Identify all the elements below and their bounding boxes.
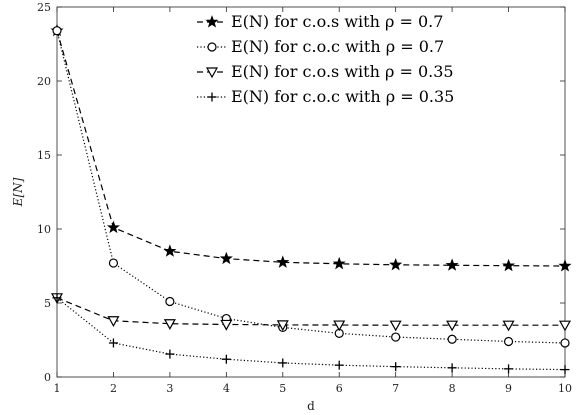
data-point [165, 296, 175, 307]
data-point [446, 320, 459, 332]
legend-label: E(N) for c.o.c with ρ = 0.35 [231, 87, 454, 106]
data-point [502, 258, 516, 272]
y-tick-label: 15 [37, 149, 51, 162]
legend: E(N) for c.o.s with ρ = 0.7 E(N) for c.o.… [197, 12, 454, 106]
data-point [558, 259, 572, 272]
data-point [276, 320, 289, 332]
x-tick-label: 10 [558, 382, 572, 395]
series-1 [50, 23, 572, 272]
data-point [389, 257, 403, 271]
x-tick-label: 6 [336, 382, 343, 395]
y-tick-label: 5 [44, 297, 51, 310]
data-point [560, 338, 570, 348]
data-point [163, 244, 177, 257]
data-point [219, 251, 233, 265]
legend-marker [205, 67, 219, 79]
data-point [220, 319, 233, 331]
data-point [447, 363, 457, 373]
legend-marker [207, 42, 217, 52]
series-line [56, 297, 565, 326]
x-axis-label: d [307, 399, 315, 413]
data-point [52, 26, 62, 36]
x-tick-label: 5 [279, 382, 286, 395]
y-axis: 0 5 10 15 20 25 [37, 1, 565, 384]
legend-entry-1: E(N) for c.o.s with ρ = 0.7 [197, 12, 443, 31]
data-point [165, 349, 175, 359]
data-point [503, 336, 514, 347]
y-axis-label: E[N] [11, 177, 25, 207]
data-point [560, 365, 570, 375]
series-line [56, 30, 566, 267]
y-tick-label: 25 [37, 1, 51, 14]
legend-entry-3: E(N) for c.o.s with ρ = 0.35 [197, 62, 454, 81]
data-point [107, 316, 120, 327]
series-4 [52, 293, 570, 375]
x-tick-label: 2 [110, 382, 117, 395]
data-point [163, 319, 176, 330]
series-3 [50, 293, 572, 332]
x-tick-label: 9 [505, 382, 512, 395]
data-point [108, 338, 118, 348]
data-point [278, 358, 288, 368]
series-layer [50, 23, 572, 375]
x-tick-label: 4 [223, 382, 230, 395]
data-point [391, 362, 401, 372]
legend-label: E(N) for c.o.s with ρ = 0.35 [231, 62, 454, 81]
legend-entry-4: E(N) for c.o.c with ρ = 0.35 [197, 87, 454, 106]
x-tick-label: 3 [166, 382, 173, 395]
series-line [56, 297, 566, 371]
plot-border [56, 6, 566, 378]
y-tick-label: 0 [44, 371, 51, 384]
legend-label: E(N) for c.o.c with ρ = 0.7 [231, 37, 444, 56]
data-point [504, 364, 514, 374]
legend-marker [205, 15, 219, 28]
legend-marker [207, 92, 217, 102]
data-point [389, 320, 402, 332]
data-point [221, 354, 231, 364]
legend-label: E(N) for c.o.s with ρ = 0.7 [231, 12, 443, 31]
data-point [276, 255, 290, 268]
x-axis: 1 2 3 4 5 6 7 8 9 10 [54, 7, 572, 395]
legend-entry-2: E(N) for c.o.c with ρ = 0.7 [197, 37, 444, 56]
data-point [52, 293, 62, 303]
data-point [332, 256, 346, 270]
data-point [447, 334, 457, 344]
data-point [558, 320, 572, 332]
x-tick-label: 8 [449, 382, 456, 395]
data-point [106, 220, 120, 234]
plot-frame [56, 6, 566, 378]
data-point [391, 332, 401, 342]
data-point [445, 258, 459, 271]
data-point [333, 320, 346, 332]
data-point [108, 258, 119, 268]
data-point [334, 360, 344, 370]
y-tick-label: 10 [37, 223, 51, 236]
x-tick-label: 7 [392, 382, 399, 395]
data-point [502, 320, 515, 332]
x-tick-label: 1 [54, 382, 61, 395]
y-tick-label: 20 [37, 75, 51, 88]
